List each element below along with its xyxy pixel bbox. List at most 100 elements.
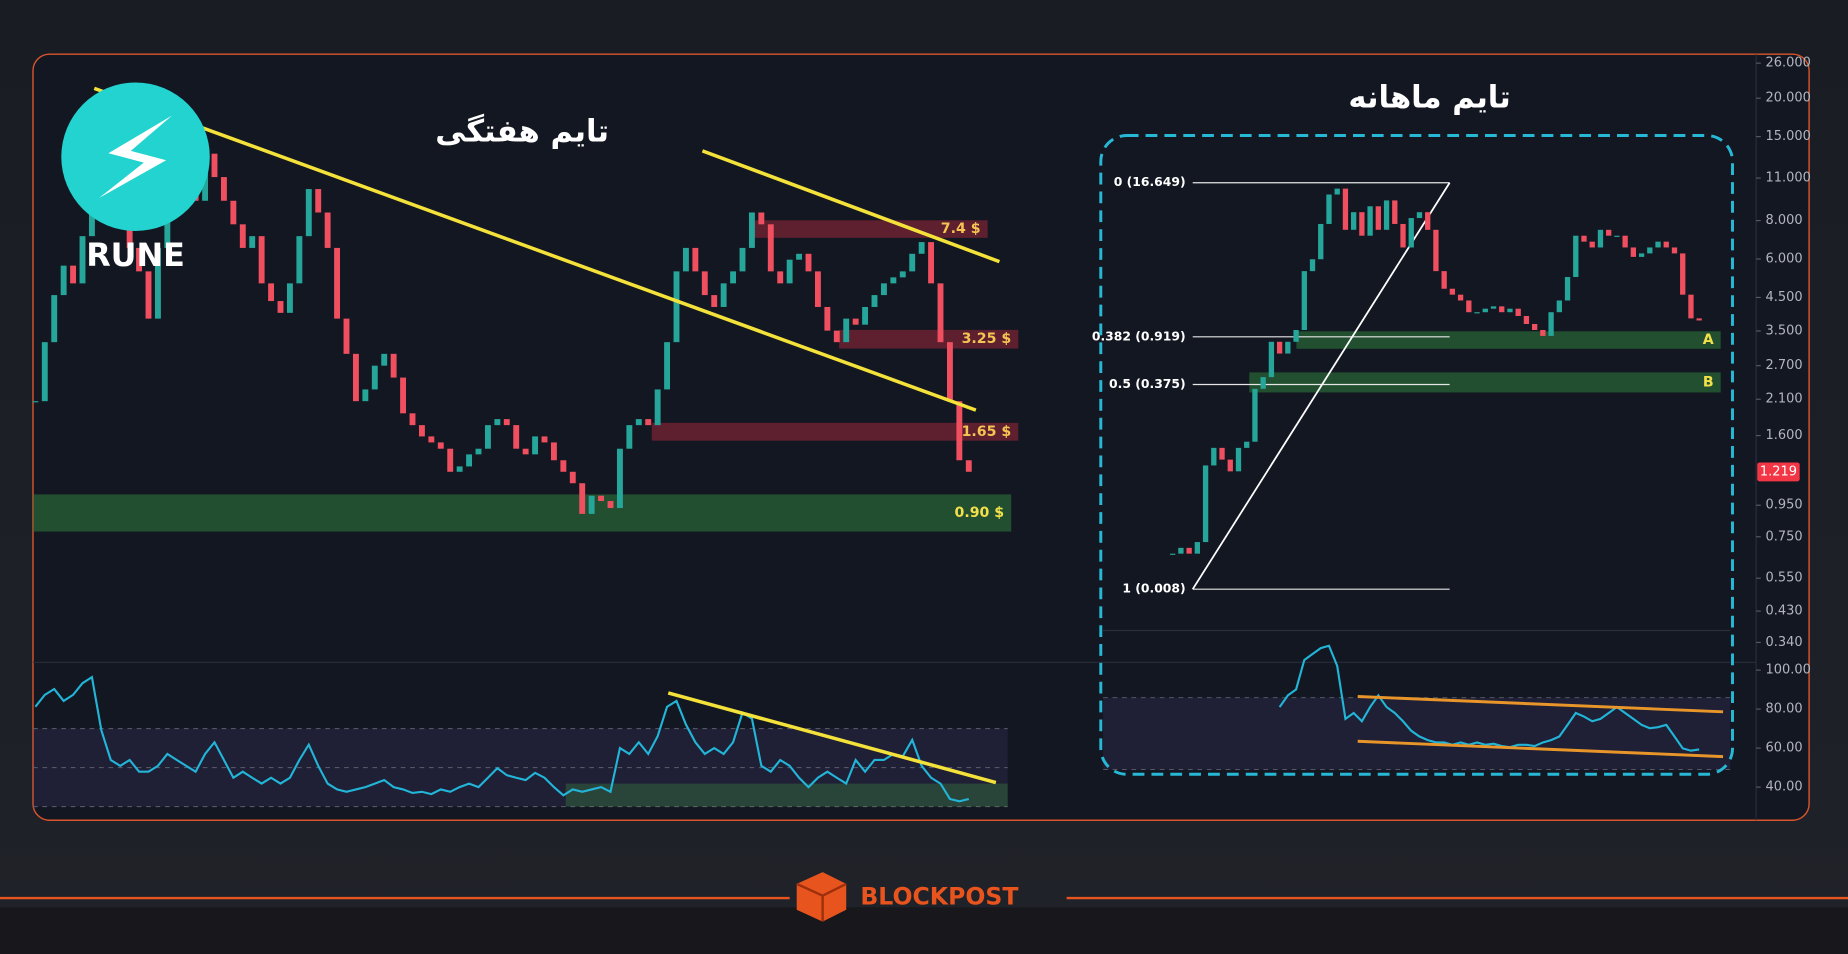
candle bbox=[1490, 306, 1497, 309]
candle bbox=[286, 283, 293, 313]
candle bbox=[1466, 300, 1472, 313]
candle bbox=[1457, 294, 1464, 301]
candle bbox=[1326, 194, 1332, 224]
candle bbox=[550, 442, 557, 461]
candle bbox=[635, 419, 642, 426]
y-tick-label: 2.700 bbox=[1766, 358, 1803, 373]
candle bbox=[664, 342, 671, 390]
candle bbox=[1351, 212, 1357, 230]
y-tick-label: 6.000 bbox=[1766, 252, 1803, 267]
candle bbox=[1688, 294, 1694, 319]
price-zone bbox=[1296, 331, 1721, 349]
candle bbox=[70, 265, 77, 284]
zone-label: A bbox=[1703, 332, 1714, 348]
candle bbox=[1178, 547, 1184, 554]
candle bbox=[1276, 341, 1283, 354]
candle bbox=[560, 460, 567, 472]
candle bbox=[720, 283, 727, 307]
price-zone bbox=[651, 422, 1019, 441]
candle bbox=[579, 483, 586, 514]
y-tick-label: 26.000 bbox=[1766, 56, 1811, 71]
y-tick-label: 0.950 bbox=[1766, 498, 1803, 513]
candle bbox=[1194, 542, 1201, 554]
candle bbox=[833, 330, 840, 343]
candle bbox=[1474, 312, 1480, 314]
candle bbox=[1400, 223, 1406, 248]
candle bbox=[1622, 235, 1628, 248]
candle bbox=[1589, 241, 1595, 248]
candle bbox=[1359, 212, 1365, 236]
candle bbox=[513, 425, 520, 449]
candle bbox=[796, 253, 803, 260]
fib-label: 0.382 (0.919) bbox=[1092, 329, 1186, 343]
candle bbox=[258, 236, 265, 284]
candle bbox=[1392, 200, 1398, 224]
candle bbox=[1383, 200, 1390, 230]
zone-label: 7.4 $ bbox=[941, 221, 981, 237]
candle bbox=[51, 295, 58, 343]
candle bbox=[1441, 271, 1447, 289]
candle bbox=[805, 253, 812, 272]
candle bbox=[767, 224, 774, 272]
candle bbox=[1638, 253, 1645, 257]
candle bbox=[437, 442, 444, 449]
candle bbox=[1416, 212, 1423, 219]
candle bbox=[1680, 253, 1686, 295]
candle bbox=[1318, 223, 1324, 260]
candle bbox=[701, 271, 708, 296]
candle bbox=[1170, 553, 1176, 555]
candle bbox=[1293, 329, 1299, 342]
candle bbox=[692, 247, 699, 272]
candle bbox=[1581, 235, 1587, 242]
candle bbox=[880, 283, 887, 296]
candle bbox=[1342, 188, 1349, 230]
candle bbox=[494, 419, 501, 426]
candle bbox=[381, 353, 388, 366]
candle bbox=[1186, 547, 1192, 554]
candle bbox=[1663, 241, 1669, 248]
candle bbox=[711, 295, 718, 307]
candle bbox=[522, 448, 529, 455]
candle bbox=[871, 295, 878, 307]
candle bbox=[899, 271, 906, 278]
y-tick-label: 11.000 bbox=[1766, 171, 1811, 186]
candle bbox=[409, 413, 416, 426]
rsi-tick-label: 40.00 bbox=[1766, 780, 1803, 795]
candle bbox=[1540, 329, 1546, 336]
price-zone bbox=[1249, 372, 1721, 393]
y-tick-label: 3.500 bbox=[1766, 324, 1803, 339]
candle bbox=[41, 342, 48, 402]
y-tick-label: 15.000 bbox=[1766, 129, 1811, 144]
zone-label: 3.25 $ bbox=[962, 331, 1012, 347]
chart-title: تایم ماهانه bbox=[1348, 80, 1510, 115]
candle bbox=[503, 419, 510, 426]
candle bbox=[598, 495, 605, 502]
candle bbox=[145, 271, 152, 319]
zone-label: B bbox=[1703, 374, 1714, 390]
y-tick-label: 20.000 bbox=[1766, 91, 1811, 106]
candle bbox=[1556, 300, 1562, 313]
candle bbox=[730, 271, 737, 284]
coin-logo-bolt bbox=[99, 115, 173, 198]
candle bbox=[1219, 447, 1225, 460]
candle bbox=[324, 212, 331, 248]
coin-name: RUNE bbox=[86, 236, 185, 274]
zone-label: 0.90 $ bbox=[955, 505, 1005, 521]
candle bbox=[60, 265, 67, 296]
candle bbox=[220, 177, 227, 201]
zone-label: 1.65 $ bbox=[962, 424, 1012, 440]
candle bbox=[777, 271, 784, 284]
candle bbox=[1252, 388, 1258, 442]
rsi-zone bbox=[565, 783, 1008, 807]
candle bbox=[569, 471, 576, 484]
candle bbox=[1449, 288, 1456, 295]
candle bbox=[211, 153, 218, 178]
candle bbox=[673, 271, 680, 343]
candle bbox=[1548, 312, 1554, 336]
y-tick-label: 0.340 bbox=[1766, 635, 1803, 650]
candle bbox=[1301, 271, 1307, 330]
candle bbox=[1655, 241, 1661, 248]
candle bbox=[965, 460, 972, 472]
